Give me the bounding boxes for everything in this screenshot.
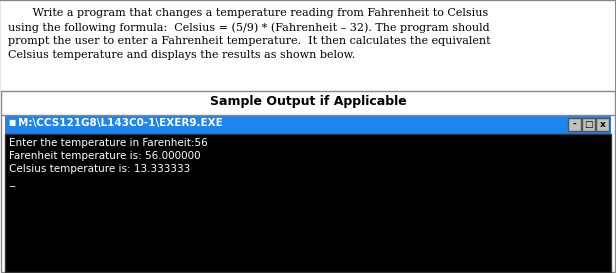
Text: Sample Output if Applicable: Sample Output if Applicable — [209, 95, 407, 108]
Bar — [1, 1, 615, 91]
Text: □: □ — [584, 120, 593, 129]
Text: Celsius temperature is: 13.333333: Celsius temperature is: 13.333333 — [9, 164, 190, 174]
Text: Enter the temperature in Farenheit:56: Enter the temperature in Farenheit:56 — [9, 138, 208, 148]
Bar — [596, 118, 609, 131]
Text: using the following formula:  Celsius = (5/9) * (Fahrenheit – 32). The program s: using the following formula: Celsius = (… — [8, 22, 490, 32]
Bar — [5, 116, 611, 134]
Text: prompt the user to enter a Fahrenheit temperature.  It then calculates the equiv: prompt the user to enter a Fahrenheit te… — [8, 36, 490, 46]
Bar — [568, 118, 581, 131]
Bar — [582, 118, 595, 131]
Text: ■: ■ — [8, 118, 15, 127]
Text: M:\CCS121G8\L143C0-1\EXER9.EXE: M:\CCS121G8\L143C0-1\EXER9.EXE — [18, 118, 223, 128]
Bar — [5, 134, 611, 272]
Text: -: - — [573, 120, 577, 129]
Text: x: x — [599, 120, 606, 129]
Text: _: _ — [9, 177, 14, 187]
Text: Write a program that changes a temperature reading from Fahrenheit to Celsius: Write a program that changes a temperatu… — [8, 8, 488, 18]
Text: Celsius temperature and displays the results as shown below.: Celsius temperature and displays the res… — [8, 50, 355, 60]
Text: Farenheit temperature is: 56.000000: Farenheit temperature is: 56.000000 — [9, 151, 201, 161]
